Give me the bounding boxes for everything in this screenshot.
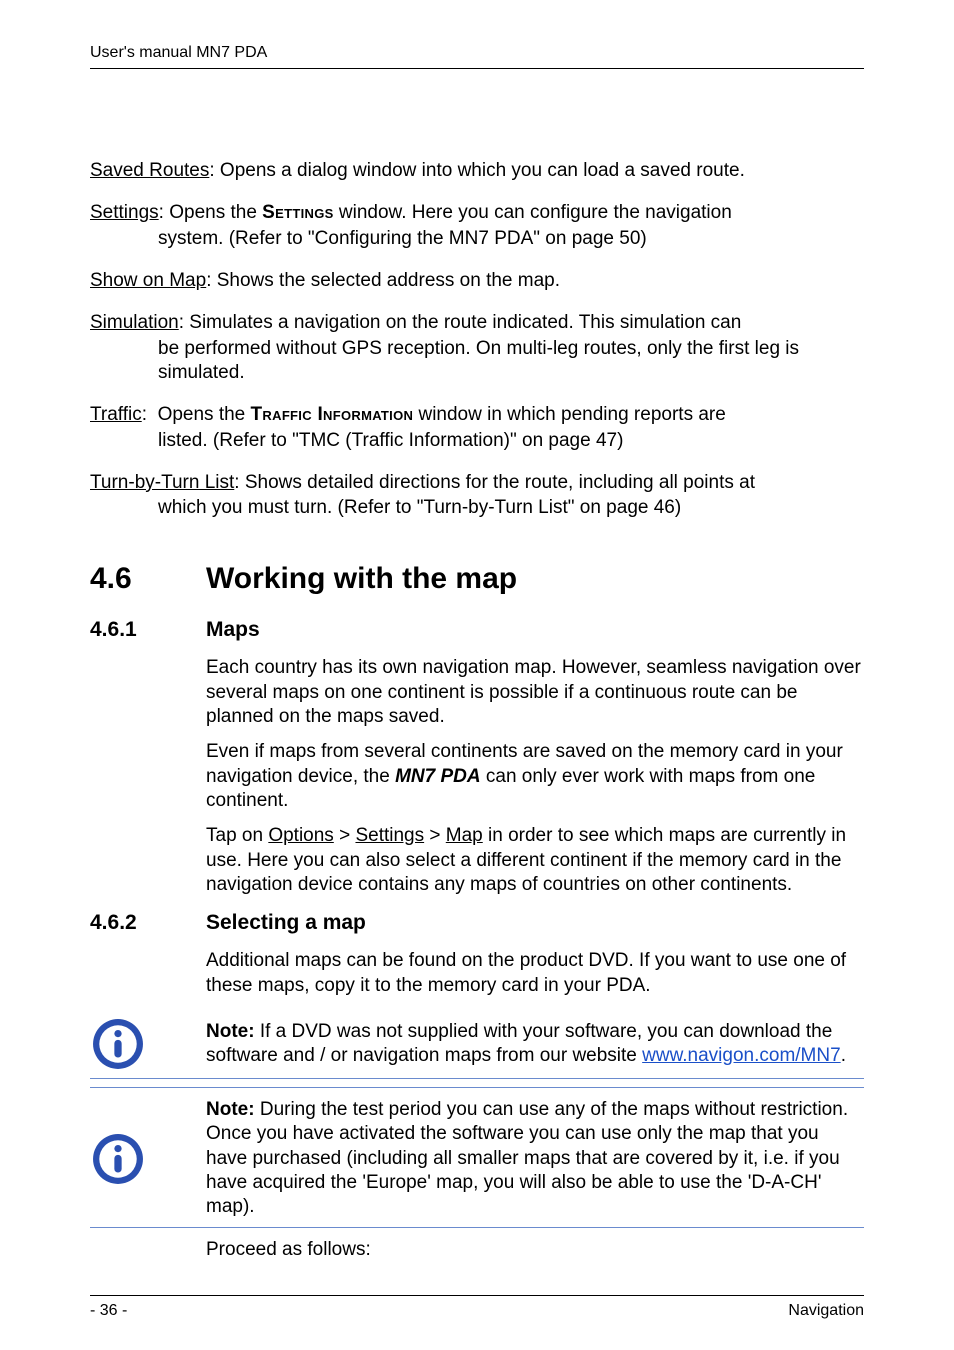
definition-sep: :: [206, 270, 217, 291]
page-number: - 36 -: [90, 1302, 127, 1320]
paragraph: Tap on Options > Settings > Map in order…: [206, 824, 864, 897]
definition-body2: window in which pending reports are: [413, 404, 726, 425]
definition-sep: :: [142, 404, 158, 425]
info-icon: [92, 1018, 144, 1070]
section-title: Working with the map: [206, 562, 517, 596]
selecting-map-paragraphs: Additional maps can be found on the prod…: [90, 949, 864, 998]
paragraph: Proceed as follows:: [206, 1238, 864, 1262]
definition-body: Opens the: [169, 202, 262, 223]
text: Tap on: [206, 825, 268, 846]
definition-sep: :: [209, 160, 220, 181]
definition-label: Simulation: [90, 312, 179, 333]
definition-body: Shows the selected address on the map.: [217, 270, 560, 291]
definition-continuation: be performed without GPS reception. On m…: [90, 337, 864, 386]
definition-label: Settings: [90, 202, 159, 223]
definition-continuation: system. (Refer to "Configuring the MN7 P…: [90, 227, 864, 251]
definition-body: Simulates a navigation on the route indi…: [189, 312, 741, 333]
paragraph: Additional maps can be found on the prod…: [206, 949, 864, 998]
definition-body: Shows detailed directions for the route,…: [245, 472, 755, 493]
note-box: Note: If a DVD was not supplied with you…: [90, 1012, 864, 1079]
definition-sep: :: [179, 312, 190, 333]
menu-path-settings: Settings: [355, 825, 424, 846]
header-text: User's manual MN7 PDA: [90, 44, 267, 61]
paragraph: Even if maps from several continents are…: [206, 740, 864, 813]
subsection-title: Selecting a map: [206, 911, 366, 935]
proceed-paragraph: Proceed as follows:: [90, 1238, 864, 1262]
paragraph: Each country has its own navigation map.…: [206, 656, 864, 729]
definition-label: Turn-by-Turn List: [90, 472, 234, 493]
definition-entry: Turn-by-Turn List: Shows detailed direct…: [90, 471, 864, 521]
maps-paragraphs: Each country has its own navigation map.…: [90, 656, 864, 897]
definition-list: Saved Routes: Opens a dialog window into…: [90, 159, 864, 520]
definition-body: Opens the: [158, 404, 251, 425]
definition-continuation: listed. (Refer to "TMC (Traffic Informat…: [90, 429, 864, 453]
note-text: Note: During the test period you can use…: [206, 1098, 864, 1220]
subsection-number: 4.6.1: [90, 618, 206, 642]
definition-entry: Saved Routes: Opens a dialog window into…: [90, 159, 864, 183]
definition-label: Show on Map: [90, 270, 206, 291]
note-box: Note: During the test period you can use…: [90, 1087, 864, 1229]
product-name: MN7 PDA: [395, 766, 481, 787]
subsection-heading-4-6-2: 4.6.2 Selecting a map: [90, 911, 864, 935]
text: During the test period you can use any o…: [206, 1099, 848, 1217]
section-heading-4-6: 4.6 Working with the map: [90, 562, 864, 596]
note-label: Note:: [206, 1099, 255, 1120]
subsection-number: 4.6.2: [90, 911, 206, 935]
note-icon-wrap: [90, 1018, 206, 1070]
definition-entry: Settings: Opens the Settings window. Her…: [90, 201, 864, 251]
definition-continuation: which you must turn. (Refer to "Turn-by-…: [90, 496, 864, 520]
text: >: [424, 825, 446, 846]
definition-entry: Traffic: Opens the Traffic Information w…: [90, 403, 864, 453]
menu-path-options: Options: [268, 825, 333, 846]
page-header: User's manual MN7 PDA: [90, 44, 864, 69]
definition-entry: Show on Map: Shows the selected address …: [90, 269, 864, 293]
page-footer: - 36 - Navigation: [90, 1295, 864, 1320]
text: .: [841, 1045, 846, 1066]
section-number: 4.6: [90, 562, 206, 596]
menu-path-map: Map: [446, 825, 483, 846]
text: >: [334, 825, 356, 846]
subsection-heading-4-6-1: 4.6.1 Maps: [90, 618, 864, 642]
definition-entry: Simulation: Simulates a navigation on th…: [90, 311, 864, 385]
note-text: Note: If a DVD was not supplied with you…: [206, 1020, 864, 1069]
definition-smallcaps: Traffic Information: [251, 404, 414, 425]
website-link[interactable]: www.navigon.com/MN7: [642, 1045, 841, 1066]
definition-smallcaps: Settings: [262, 202, 333, 223]
definition-body: Opens a dialog window into which you can…: [220, 160, 745, 181]
note-icon-wrap: [90, 1133, 206, 1185]
definition-label: Saved Routes: [90, 160, 209, 181]
subsection-title: Maps: [206, 618, 260, 642]
definition-sep: :: [159, 202, 170, 223]
info-icon: [92, 1133, 144, 1185]
definition-label: Traffic: [90, 404, 142, 425]
definition-body2: window. Here you can configure the navig…: [334, 202, 732, 223]
footer-section: Navigation: [788, 1302, 864, 1320]
definition-sep: :: [234, 472, 245, 493]
note-label: Note:: [206, 1021, 255, 1042]
